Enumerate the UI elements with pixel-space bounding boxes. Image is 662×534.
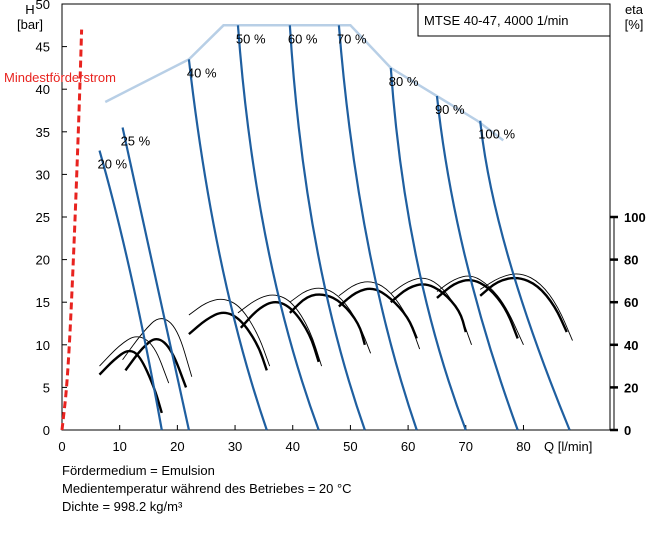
y-tick-label: 15 — [36, 295, 50, 310]
y-left-label-line2: [bar] — [17, 17, 43, 32]
axes-layer: 0 5 10 15 20 25 30 35 40 45 50 0 10 20 30 40 50 60 70 80 0 20… — [36, 0, 646, 454]
y-right-axis-label: eta [%] — [625, 2, 644, 32]
head-curve-label: 25 % — [121, 134, 151, 149]
head-curve — [121, 127, 190, 431]
envelope-line — [104, 24, 505, 142]
y-tick-label: 35 — [36, 125, 50, 140]
head-curve — [479, 120, 571, 431]
head-curve-label: 20 % — [97, 157, 127, 172]
head-curve-label: 70 % — [337, 31, 367, 46]
head-curve — [236, 25, 320, 431]
eta-thick-curve — [239, 301, 320, 363]
y-tick-label: 40 — [36, 82, 50, 97]
eta-tick-label: 100 — [624, 210, 646, 225]
head-curve — [435, 95, 519, 431]
eta-thin-curve — [479, 273, 573, 341]
x-tick-label: 50 — [343, 439, 357, 454]
eta-thin-curve — [237, 294, 323, 367]
y-tick-label: 10 — [36, 338, 50, 353]
head-curve — [389, 67, 467, 431]
y-tick-label: 0 — [43, 423, 50, 438]
chart-title: MTSE 40-47, 4000 1/min — [424, 13, 569, 28]
eta-tick-label: 20 — [624, 380, 638, 395]
eta-thick-curve — [188, 311, 268, 371]
x-tick-label: 70 — [459, 439, 473, 454]
eta-thin-curve — [122, 318, 193, 377]
head-curve-label: 100 % — [478, 127, 515, 142]
y-tick-label: 45 — [36, 40, 50, 55]
head-curve-label: 40 % — [187, 65, 217, 80]
x-tick-label: 80 — [516, 439, 530, 454]
eta-tick-label: 40 — [624, 338, 638, 353]
x-tick-label: 10 — [112, 439, 126, 454]
min-flow-line — [60, 29, 84, 431]
y-tick-label: 25 — [36, 210, 50, 225]
x-tick-label: 20 — [170, 439, 184, 454]
x-tick-label: 30 — [228, 439, 242, 454]
title-box: MTSE 40-47, 4000 1/min — [417, 3, 611, 37]
head-curve — [187, 59, 268, 431]
eta-thick-curve — [436, 279, 519, 339]
head-curve-label: 90 % — [435, 102, 465, 117]
head-curve-label: 80 % — [389, 74, 419, 89]
y-tick-label: 30 — [36, 167, 50, 182]
x-tick-label: 0 — [58, 439, 65, 454]
y-left-label-line1: H — [25, 2, 34, 17]
y-left-axis-label: H [bar] — [17, 2, 43, 32]
x-axis-label: Q [l/min] — [544, 439, 592, 454]
eta-thin-curve — [188, 298, 271, 367]
curves-layer — [60, 24, 573, 431]
head-curve — [337, 25, 418, 431]
y-tick-label: 50 — [36, 0, 50, 12]
eta-thick-curve — [390, 283, 467, 333]
head-curve — [288, 25, 366, 431]
notes-block: Fördermedium = Emulsion Medientemperatur… — [62, 462, 352, 516]
x-tick-label: 60 — [401, 439, 415, 454]
head-curve-label: 60 % — [288, 31, 318, 46]
eta-thick-curve — [338, 287, 418, 339]
head-curve-label: 50 % — [236, 31, 266, 46]
y-tick-label: 5 — [43, 380, 50, 395]
note-density: Dichte = 998.2 kg/m³ — [62, 499, 183, 514]
head-curve — [98, 150, 163, 431]
eta-tick-label: 0 — [624, 423, 631, 438]
note-medium: Fördermedium = Emulsion — [62, 463, 215, 478]
eta-thick-curve — [289, 293, 367, 346]
y-tick-label: 20 — [36, 253, 50, 268]
curve-labels-layer: 20 % 25 % 40 % 50 % 60 % 70 % 80 % 90 % 100 % Min… — [4, 31, 516, 171]
y-right-label-line1: eta — [625, 2, 644, 17]
eta-thick-curve — [479, 276, 568, 333]
eta-tick-label: 80 — [624, 253, 638, 268]
note-temperature: Medientemperatur während des Betriebes =… — [62, 481, 352, 496]
eta-thin-curve — [99, 336, 170, 384]
eta-tick-label: 60 — [624, 295, 638, 310]
x-tick-label: 40 — [286, 439, 300, 454]
min-flow-label: Mindestförderstrom — [4, 70, 116, 85]
y-right-label-line2: [%] — [625, 17, 644, 32]
